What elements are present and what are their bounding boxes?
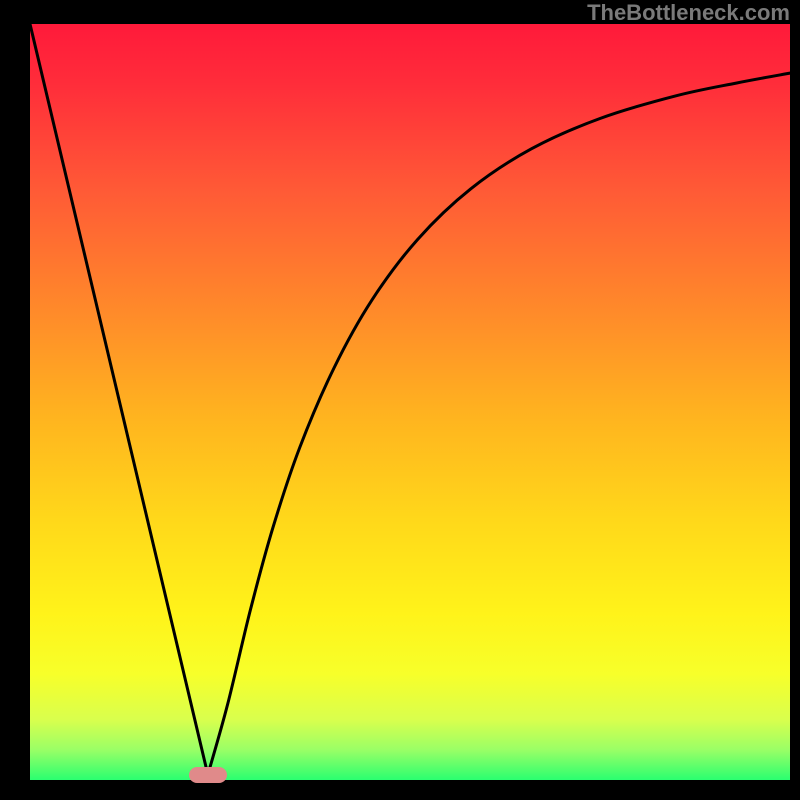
bottleneck-curve bbox=[30, 24, 790, 775]
minimum-marker bbox=[189, 767, 227, 783]
chart-container: TheBottleneck.com bbox=[0, 0, 800, 800]
curve-layer bbox=[0, 0, 800, 800]
watermark-text: TheBottleneck.com bbox=[587, 0, 790, 26]
